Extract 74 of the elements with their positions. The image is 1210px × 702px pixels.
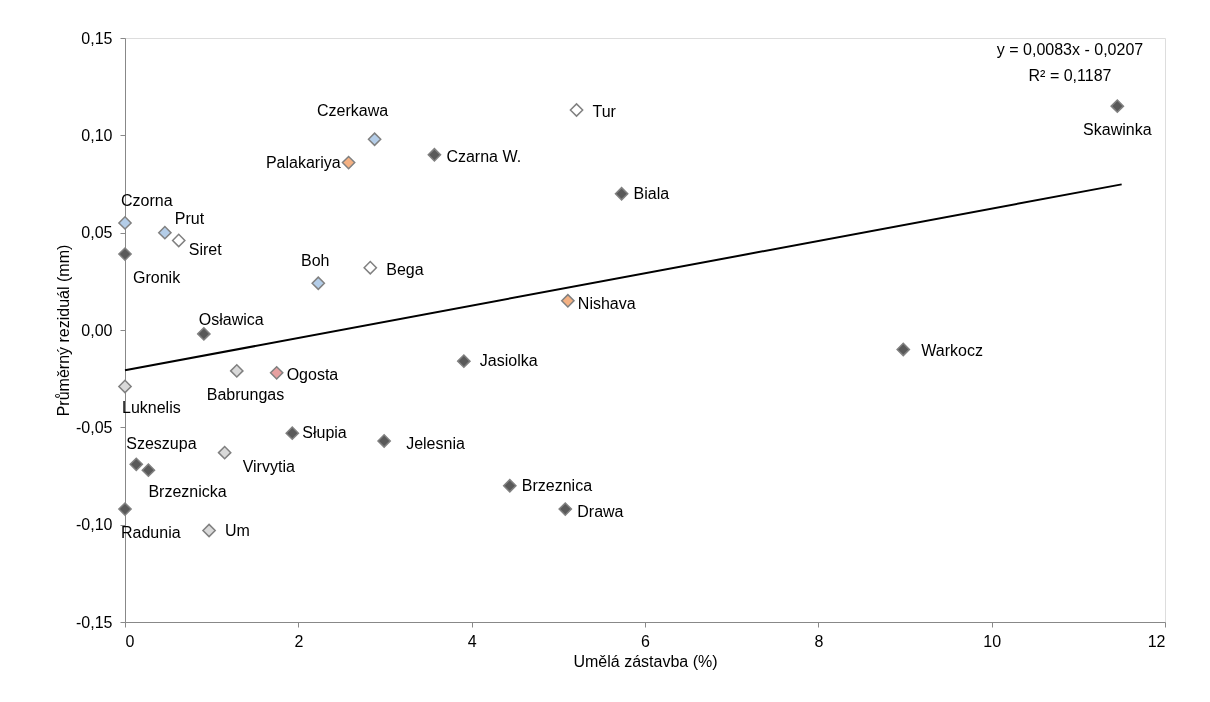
annotation: Skawinka xyxy=(1083,121,1152,139)
y-tick-label: -0,05 xyxy=(76,418,113,436)
y-tick-label: 0,00 xyxy=(81,321,113,339)
point xyxy=(171,233,186,248)
x-axis-title: Umělá zástavba (%) xyxy=(573,652,718,670)
point xyxy=(341,155,356,170)
point xyxy=(558,502,573,516)
annotation: Um xyxy=(225,521,250,539)
annotation: Szeszupa xyxy=(126,435,197,453)
point xyxy=(502,478,517,493)
y-tick-label: 0,10 xyxy=(81,126,113,144)
annotation: Jelesnia xyxy=(406,434,465,452)
annotation: Prut xyxy=(174,209,205,227)
annotation: Czerkawa xyxy=(317,102,389,120)
point xyxy=(129,457,144,472)
annotation: Virvytia xyxy=(242,457,295,475)
annotation: Boh xyxy=(301,252,330,270)
annotation: Radunia xyxy=(121,524,181,542)
point xyxy=(363,260,378,275)
point xyxy=(118,379,132,394)
annotation: Czorna xyxy=(121,191,173,209)
point xyxy=(1110,99,1125,114)
annotation: Warkocz xyxy=(921,342,983,360)
annotation: Czarna W. xyxy=(446,147,522,165)
annotation: y = 0,0083x - 0,0207 xyxy=(996,41,1144,58)
point xyxy=(202,523,216,538)
point xyxy=(560,293,575,308)
point xyxy=(217,445,232,460)
point xyxy=(269,365,284,380)
annotation: Bega xyxy=(386,260,424,278)
annotation: Osławica xyxy=(198,310,264,328)
annotation: Tur xyxy=(592,103,617,121)
point xyxy=(311,276,326,291)
x-tick-label: 8 xyxy=(814,632,824,650)
annotation: Brzeznica xyxy=(521,476,593,494)
y-tick-label: -0,15 xyxy=(76,613,113,631)
y-tick-label: 0,15 xyxy=(81,29,113,47)
x-tick-label: 10 xyxy=(983,632,1002,650)
y-tick-label: -0,10 xyxy=(76,516,113,534)
annotation: Babrungas xyxy=(206,385,285,403)
x-tick-label: 4 xyxy=(467,632,477,650)
x-tick-label: 6 xyxy=(641,632,651,650)
point xyxy=(141,463,156,478)
annotation: R² = 0,1187 xyxy=(1028,67,1112,84)
annotation: Biala xyxy=(633,184,670,202)
point xyxy=(367,132,382,147)
point xyxy=(157,225,172,240)
point xyxy=(427,147,442,162)
annotation: Palakariya xyxy=(265,153,341,171)
point xyxy=(196,327,211,341)
point xyxy=(896,342,911,357)
point xyxy=(456,354,471,369)
point xyxy=(614,186,629,201)
annotation: Nishava xyxy=(577,294,636,312)
annotation: Luknelis xyxy=(122,399,181,417)
point xyxy=(569,103,584,117)
point xyxy=(118,502,132,516)
point xyxy=(285,426,300,441)
point xyxy=(377,434,392,448)
point xyxy=(229,364,244,378)
point xyxy=(118,247,132,261)
annotation: Jasiolka xyxy=(479,352,538,370)
annotation: Brzeznicka xyxy=(148,483,227,501)
annotation: Siret xyxy=(188,241,223,259)
y-tick-label: 0,05 xyxy=(81,224,113,242)
annotation: Ogosta xyxy=(286,365,339,383)
annotation: Drawa xyxy=(577,503,624,521)
point xyxy=(118,216,132,230)
x-tick-label: 0 xyxy=(125,632,135,650)
x-tick-label: 2 xyxy=(294,632,304,650)
y-axis-title: Průměrný reziduál (mm) xyxy=(55,244,73,417)
annotation: Gronik xyxy=(133,269,182,287)
x-tick-label: 12 xyxy=(1147,632,1166,650)
annotation: Słupia xyxy=(302,424,347,442)
